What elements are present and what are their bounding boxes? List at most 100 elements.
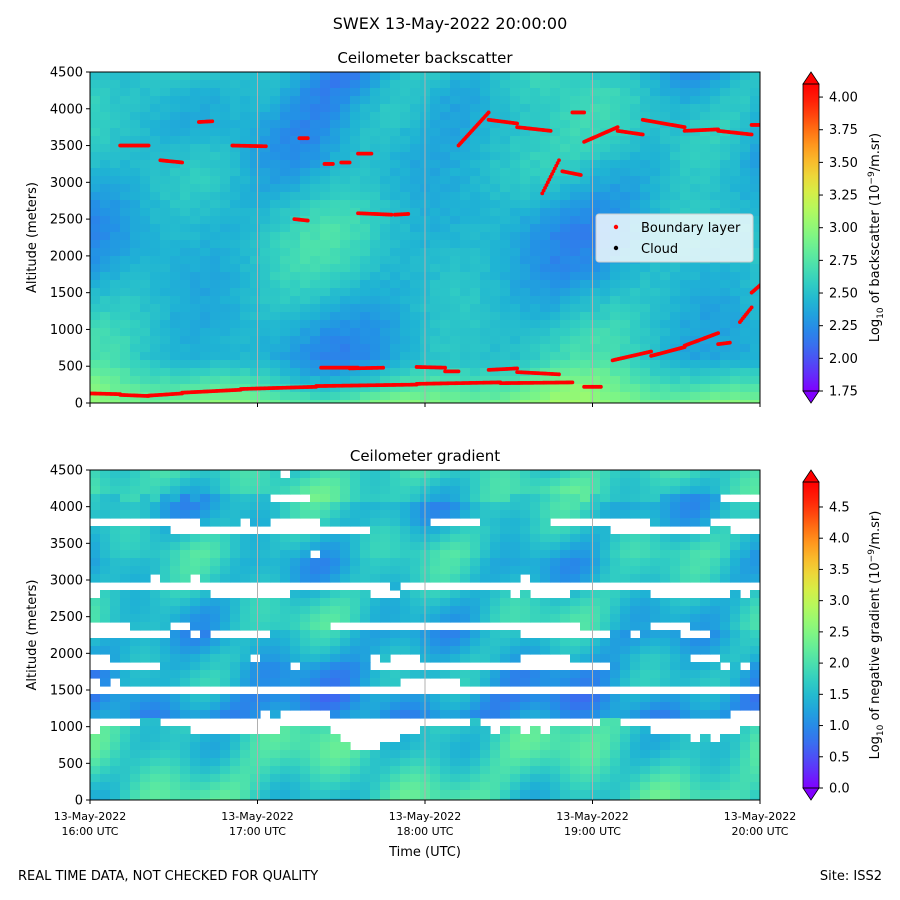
heatmap-cell — [730, 320, 741, 329]
heatmap-cell — [320, 184, 331, 193]
heatmap-cell — [510, 176, 521, 185]
heatmap-cell — [140, 486, 151, 495]
heatmap-cell — [290, 502, 301, 511]
heatmap-cell — [470, 120, 481, 129]
heatmap-cell — [350, 654, 361, 663]
heatmap-cell — [340, 392, 351, 401]
heatmap-cell — [360, 550, 371, 559]
heatmap-cell — [240, 272, 251, 281]
heatmap-cell — [500, 400, 511, 403]
heatmap-cell — [350, 112, 361, 121]
heatmap-cell — [280, 304, 291, 313]
heatmap-cell — [390, 558, 401, 567]
heatmap-cell — [300, 296, 311, 305]
heatmap-cell — [440, 288, 451, 297]
heatmap-cell — [250, 224, 261, 233]
heatmap-cell — [120, 272, 131, 281]
heatmap-cell — [290, 510, 301, 519]
heatmap-cell — [220, 662, 231, 671]
heatmap-cell — [490, 232, 501, 241]
heatmap-cell — [220, 232, 231, 241]
heatmap-cell — [200, 590, 211, 599]
heatmap-cell — [90, 200, 101, 209]
heatmap-cell — [480, 168, 491, 177]
heatmap-cell — [370, 376, 381, 385]
heatmap-cell — [240, 216, 251, 225]
heatmap-cell — [610, 376, 621, 385]
heatmap-cell — [540, 280, 551, 289]
heatmap-cell — [480, 328, 491, 337]
heatmap-cell — [310, 662, 321, 671]
heatmap-cell — [170, 486, 181, 495]
heatmap-cell — [640, 400, 651, 403]
heatmap-cell — [180, 534, 191, 543]
heatmap-cell — [190, 224, 201, 233]
heatmap-cell — [100, 614, 111, 623]
heatmap-cell — [320, 702, 331, 711]
heatmap-cell — [180, 208, 191, 217]
heatmap-cell — [360, 614, 371, 623]
heatmap-cell — [330, 542, 341, 551]
heatmap-cell — [540, 168, 551, 177]
heatmap-cell — [380, 368, 391, 377]
heatmap-cell — [250, 392, 261, 401]
heatmap-cell — [180, 670, 191, 679]
heatmap-cell — [330, 510, 341, 519]
legend-label-cloud: Cloud — [641, 242, 678, 257]
heatmap-cell — [400, 216, 411, 225]
heatmap-cell — [540, 320, 551, 329]
heatmap-cell — [560, 392, 571, 401]
heatmap-cell — [370, 702, 381, 711]
heatmap-cell — [370, 128, 381, 137]
heatmap-cell — [110, 798, 121, 800]
heatmap-cell — [200, 232, 211, 241]
heatmap-cell — [270, 534, 281, 543]
heatmap-cell — [530, 144, 541, 153]
heatmap-cell — [180, 168, 191, 177]
heatmap-cell — [370, 80, 381, 89]
heatmap-cell — [290, 758, 301, 767]
heatmap-cell — [450, 304, 461, 313]
heatmap-cell — [530, 192, 541, 201]
heatmap-cell — [250, 566, 261, 575]
heatmap-cell — [320, 176, 331, 185]
heatmap-cell — [370, 192, 381, 201]
heatmap-cell — [600, 168, 611, 177]
heatmap-cell — [130, 96, 141, 105]
heatmap-cell — [290, 654, 301, 663]
heatmap-cell — [450, 232, 461, 241]
heatmap-cell — [190, 280, 201, 289]
heatmap-cell — [240, 798, 251, 800]
heatmap-cell — [160, 272, 171, 281]
heatmap-cell — [180, 734, 191, 743]
heatmap-cell — [570, 288, 581, 297]
heatmap-cell — [300, 654, 311, 663]
heatmap-cell — [300, 598, 311, 607]
heatmap-cell — [320, 352, 331, 361]
heatmap-cell — [490, 248, 501, 257]
heatmap-cell — [510, 272, 521, 281]
heatmap-cell — [90, 614, 101, 623]
heatmap-cell — [270, 152, 281, 161]
heatmap-cell — [590, 168, 601, 177]
heatmap-cell — [170, 272, 181, 281]
heatmap-cell — [90, 168, 101, 177]
heatmap-cell — [230, 376, 241, 385]
heatmap-cell — [630, 144, 641, 153]
heatmap-cell — [300, 542, 311, 551]
heatmap-cell — [200, 280, 211, 289]
heatmap-cell — [260, 478, 271, 487]
heatmap-cell — [290, 264, 301, 273]
heatmap-cell — [570, 368, 581, 377]
heatmap-cell — [690, 88, 701, 97]
heatmap-cell — [160, 248, 171, 257]
heatmap-cell — [370, 558, 381, 567]
heatmap-cell — [570, 264, 581, 273]
heatmap-cell — [280, 654, 291, 663]
heatmap-cell — [110, 88, 121, 97]
heatmap-cell — [330, 534, 341, 543]
heatmap-cell — [100, 486, 111, 495]
heatmap-cell — [90, 542, 101, 551]
heatmap-cell — [750, 312, 760, 321]
heatmap-cell — [240, 256, 251, 265]
